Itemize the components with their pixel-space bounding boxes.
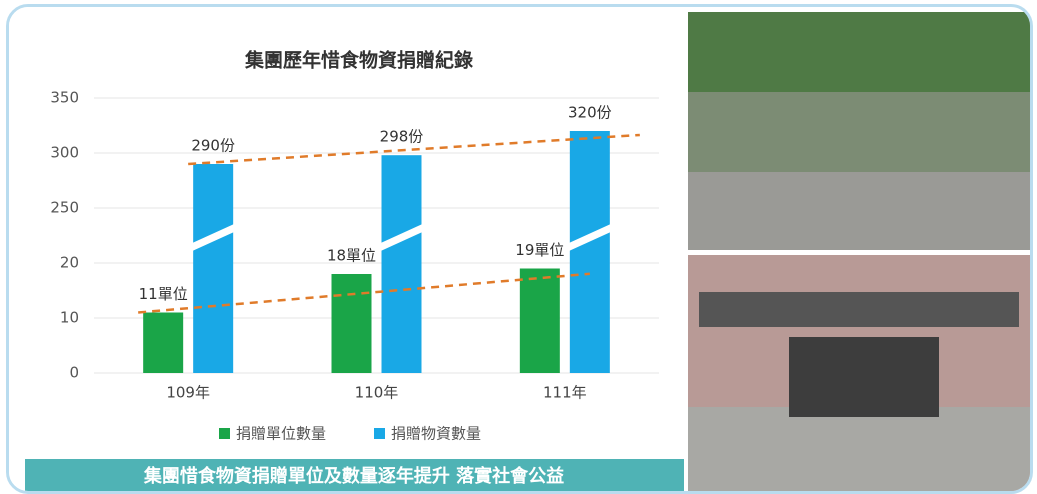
y-tick-label: 20 [60, 254, 79, 272]
legend-swatch [219, 428, 230, 439]
bar [569, 131, 610, 373]
value-label: 320份 [568, 104, 612, 122]
photo-top [688, 12, 1030, 250]
footer-text: 集團惜食物資捐贈單位及數量逐年提升 落實社會公益 [143, 465, 564, 487]
value-label: 11單位 [139, 285, 188, 303]
y-tick-label: 10 [60, 309, 79, 327]
x-tick-label: 110年 [355, 384, 399, 402]
bar [193, 164, 234, 373]
bar [381, 155, 422, 373]
y-tick-label: 350 [50, 89, 79, 107]
x-tick-label: 111年 [543, 384, 587, 402]
frame: 集團歷年惜食物資捐贈紀錄 集團惜食物資捐贈單位及數量逐年提升 落實社會公益 0 1… [6, 4, 1033, 494]
axis-break [379, 223, 424, 252]
y-tick-label: 0 [69, 364, 79, 382]
x-tick-label: 109年 [166, 384, 210, 402]
y-tick-label: 250 [50, 199, 79, 217]
legend-swatch [374, 428, 385, 439]
bar [143, 312, 184, 373]
value-label: 298份 [380, 128, 424, 146]
trend-line [188, 133, 640, 166]
legend-label: 捐贈單位數量 [236, 425, 326, 443]
chart-title: 集團歷年惜食物資捐贈紀錄 [244, 49, 473, 72]
footer-bar [25, 459, 684, 491]
trend-line [138, 272, 590, 314]
y-tick-label: 300 [50, 144, 79, 162]
legend-label: 捐贈物資數量 [391, 425, 481, 443]
value-label: 19單位 [515, 241, 564, 259]
axis-break [567, 223, 612, 252]
value-label: 290份 [191, 137, 235, 155]
bar [331, 274, 372, 373]
photo-bottom [688, 255, 1030, 491]
value-label: 18單位 [327, 247, 376, 265]
chart: 集團歷年惜食物資捐贈紀錄 集團惜食物資捐贈單位及數量逐年提升 落實社會公益 0 1… [9, 7, 1030, 491]
bar [519, 268, 560, 373]
axis-break [191, 223, 236, 252]
